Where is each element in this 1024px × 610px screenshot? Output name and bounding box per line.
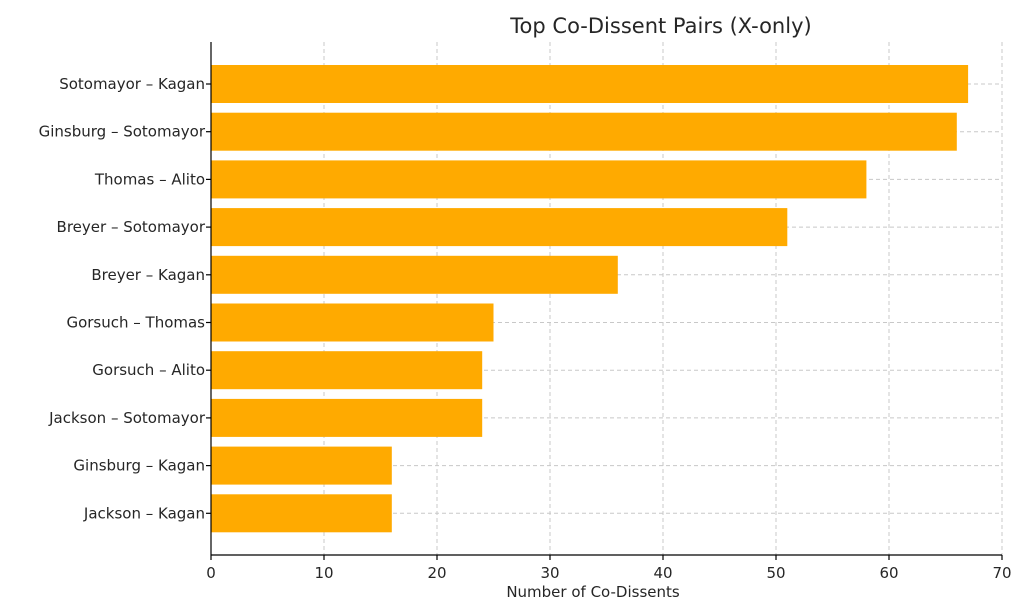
bar [211,351,483,390]
y-tick-label: Jackson – Kagan [83,504,205,522]
bar [211,446,392,485]
bar [211,398,483,437]
bar [211,160,867,199]
bar [211,208,788,247]
y-tick-label: Thomas – Alito [94,170,205,188]
bar [211,494,392,533]
bar [211,112,957,151]
y-tick-label: Jackson – Sotomayor [48,409,206,427]
y-tick-label: Ginsburg – Sotomayor [39,123,206,141]
y-tick-label: Ginsburg – Kagan [73,457,205,475]
x-tick-label: 0 [206,564,216,582]
y-tick-label: Gorsuch – Thomas [66,314,205,332]
x-tick-label: 70 [992,564,1011,582]
bar-layer [211,65,969,533]
y-tick-label: Breyer – Kagan [91,266,205,284]
y-tick-label: Breyer – Sotomayor [57,218,206,236]
y-tick-label: Gorsuch – Alito [92,361,205,379]
x-tick-label: 30 [540,564,559,582]
bar [211,303,494,342]
bar [211,65,969,103]
x-axis-label: Number of Co-Dissents [506,583,680,601]
x-tick-label: 50 [766,564,785,582]
axis-layer: 0 10 20 30 40 50 60 70 Sotomayor – Kagan Ginsburg… [39,42,1012,582]
y-tick-label: Sotomayor – Kagan [59,75,205,93]
chart-title: Top Co-Dissent Pairs (X-only) [509,14,811,38]
bar [211,255,618,294]
x-tick-label: 20 [427,564,446,582]
x-tick-label: 10 [314,564,333,582]
x-tick-label: 60 [879,564,898,582]
x-tick-label: 40 [653,564,672,582]
